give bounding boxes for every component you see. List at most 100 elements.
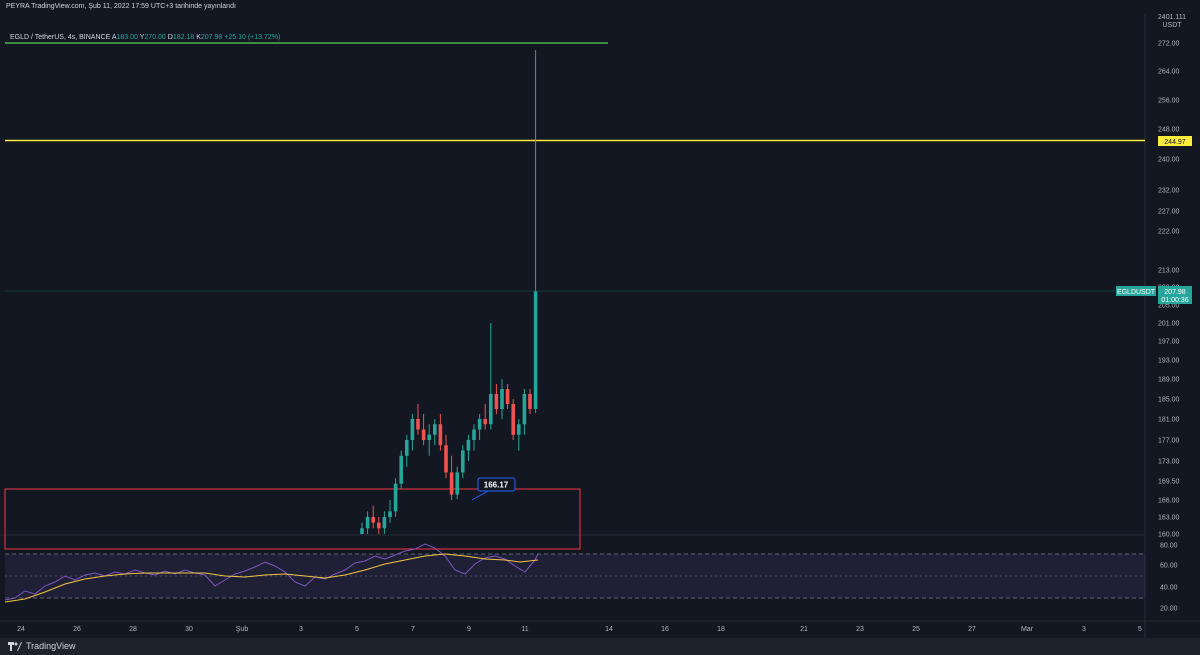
price-tick-label: 160.00 <box>1158 532 1180 539</box>
time-tick-label: 25 <box>912 626 920 633</box>
price-tick-label: 256.00 <box>1158 98 1180 105</box>
time-tick-label: 3 <box>1082 626 1086 633</box>
candle <box>449 455 454 500</box>
candle-body <box>360 528 364 534</box>
candle-body <box>455 472 459 495</box>
publish-text: PEYRA TradingView.com, Şub 11, 2022 17:5… <box>6 3 236 10</box>
rsi-tick-label: 80.00 <box>1160 543 1178 550</box>
candle-body <box>449 472 454 495</box>
symbol-tag: EGLDUSDT <box>1117 289 1156 296</box>
candle <box>360 522 364 534</box>
price-tick-label: 232.00 <box>1158 188 1180 195</box>
candle <box>489 323 493 430</box>
price-tick-label: 173.00 <box>1158 459 1180 466</box>
candle <box>522 389 527 435</box>
candle <box>405 434 409 467</box>
legend-open-label: A <box>111 34 117 41</box>
candle-body <box>388 511 392 517</box>
tradingview-logo[interactable]: TradingView <box>8 641 76 651</box>
candle-body <box>382 517 387 529</box>
legend-high-label: Y <box>139 34 145 41</box>
price-tick-label: 166.00 <box>1158 498 1180 505</box>
price-callout[interactable]: 166.17 <box>471 477 516 501</box>
candle <box>466 434 471 461</box>
candle <box>377 517 381 534</box>
legend-change: +25.10 (+13.72%) <box>224 34 281 41</box>
tradingview-icon <box>8 641 22 651</box>
candle <box>410 414 415 451</box>
price-tick-label: 264.00 <box>1158 69 1180 76</box>
price-tick-label: 163.00 <box>1158 515 1180 522</box>
candle-body <box>494 394 499 409</box>
rsi-axis-labels: 80.00 60.00 40.00 20.00 <box>1160 543 1178 613</box>
candle <box>528 389 532 414</box>
candle <box>461 445 465 479</box>
time-tick-label: 3 <box>299 626 303 633</box>
time-tick-label: 9 <box>467 626 471 633</box>
candle-body <box>533 291 538 409</box>
legend-pair: EGLD / TetherUS, 4s, BINANCE <box>10 34 111 41</box>
price-tick-label: 201.00 <box>1158 321 1180 328</box>
time-tick-label: 5 <box>1138 626 1142 633</box>
candle-body <box>405 440 409 456</box>
price-tick-label: 185.00 <box>1158 397 1180 404</box>
axis-unit-top: 2401.111 <box>1158 14 1186 21</box>
chart-svg[interactable]: 166.17 272.00264.00256.00248.00240.00232… <box>0 14 1200 638</box>
candle-body <box>477 419 482 430</box>
price-tick-label: 272.00 <box>1158 41 1180 48</box>
candle-body <box>522 394 527 425</box>
candle-body <box>517 424 521 435</box>
chart-area[interactable]: 166.17 272.00 264.00 256.00 248.00 240.00 232… <box>0 14 1200 638</box>
rsi-tick-label: 20.00 <box>1160 606 1178 613</box>
candle-body <box>472 429 476 440</box>
price-tick-label: 177.00 <box>1158 438 1180 445</box>
footer-bar: TradingView <box>0 638 1200 655</box>
candles-group <box>360 50 538 534</box>
candle <box>438 414 443 451</box>
plot-background <box>0 14 1145 638</box>
time-tick-label: 14 <box>605 626 613 633</box>
candle <box>472 424 476 451</box>
candle <box>477 414 482 440</box>
callout-label: 166.17 <box>484 481 509 490</box>
candle <box>365 511 370 534</box>
time-tick-label: 23 <box>856 626 864 633</box>
candle <box>500 379 504 419</box>
price-tick-label: 248.00 <box>1158 127 1180 134</box>
candle-body <box>500 389 504 409</box>
candle <box>517 419 521 451</box>
candle-body <box>377 522 381 529</box>
candle-body <box>416 419 420 430</box>
time-tick-label: 21 <box>800 626 808 633</box>
candle-body <box>528 394 532 409</box>
candle-body <box>511 404 515 435</box>
time-tick-label: 16 <box>661 626 669 633</box>
price-tick-label: 189.00 <box>1158 377 1180 384</box>
price-tick-label: 227.00 <box>1158 209 1180 216</box>
legend-low-label: D <box>167 34 173 41</box>
time-tick-label: Mar <box>1021 626 1034 633</box>
price-tick-label: 193.00 <box>1158 358 1180 365</box>
candle <box>511 399 515 440</box>
time-tick-label: 26 <box>73 626 81 633</box>
candle-body <box>438 424 443 446</box>
rsi-tick-label: 40.00 <box>1160 585 1178 592</box>
candle-body <box>421 429 426 440</box>
rsi-pane[interactable] <box>4 543 1145 603</box>
candle <box>494 384 499 414</box>
ohlc-legend: EGLD / TetherUS, 4s, BINANCE A183.00 Y27… <box>10 34 280 41</box>
candle-body <box>371 517 375 523</box>
last-price-tags: EGLDUSDT 207.98 01:00:36 <box>1116 286 1192 304</box>
legend-low-value: 182.18 <box>172 34 195 41</box>
candle <box>371 505 375 529</box>
candle-body <box>427 434 431 440</box>
candle <box>433 419 437 446</box>
candle-body <box>489 394 493 425</box>
price-tick-label: 205.00 <box>1158 303 1180 310</box>
price-tick-label: 240.00 <box>1158 157 1180 164</box>
price-tick-label: 197.00 <box>1158 339 1180 346</box>
price-tick-label: 222.00 <box>1158 229 1180 236</box>
time-tick-label: 30 <box>185 626 193 633</box>
support-box[interactable] <box>4 488 581 550</box>
candle <box>421 414 426 446</box>
